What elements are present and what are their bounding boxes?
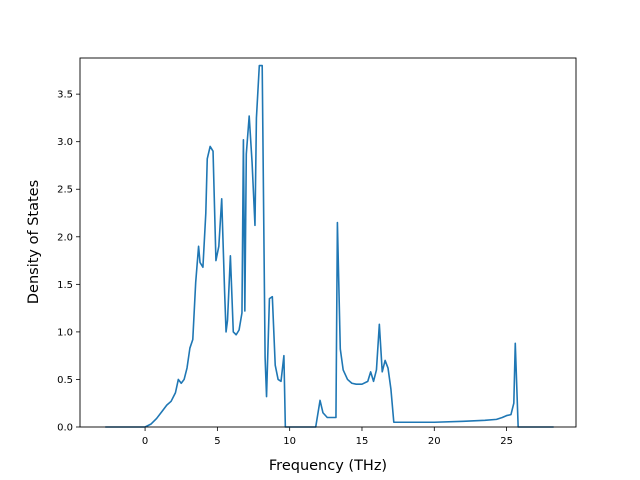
x-tick-label: 0 <box>142 436 148 447</box>
x-tick-label: 5 <box>214 436 220 447</box>
x-tick-label: 10 <box>283 436 296 447</box>
x-tick-label: 20 <box>428 436 441 447</box>
y-tick-label: 2.5 <box>57 185 73 196</box>
tick-group: 0 5 10 15 20 25 0.0 0.5 1.0 1.5 2.0 2.5 3.0 3.5 <box>57 90 513 447</box>
x-axis-label: Frequency (THz) <box>269 458 387 474</box>
y-tick-label: 1.0 <box>57 327 73 338</box>
y-tick-label: 1.5 <box>57 280 73 291</box>
x-tick-label: 25 <box>500 436 513 447</box>
y-tick-label: 0.5 <box>57 375 73 386</box>
y-tick-label: 3.0 <box>57 137 73 148</box>
y-tick-label: 0.0 <box>57 423 73 434</box>
y-tick-label: 3.5 <box>57 90 73 101</box>
plot-frame <box>79 57 577 428</box>
y-axis-label: Density of States <box>26 180 42 304</box>
x-tick-label: 15 <box>356 436 369 447</box>
y-tick-label: 2.0 <box>57 232 73 243</box>
series-line <box>105 64 554 428</box>
